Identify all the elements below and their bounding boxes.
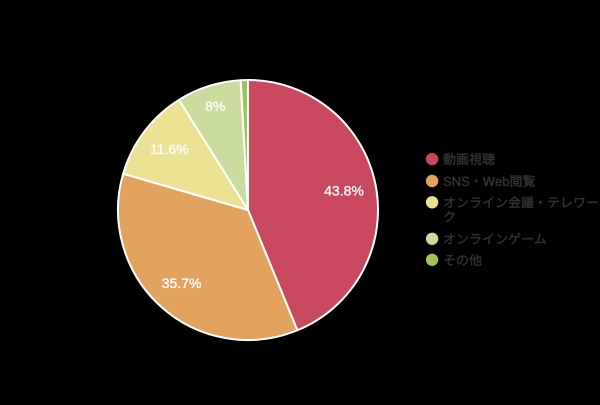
svg-text:8%: 8%	[205, 98, 225, 114]
svg-text:43.8%: 43.8%	[324, 183, 364, 199]
svg-text:35.7%: 35.7%	[162, 275, 202, 291]
svg-text:11.6%: 11.6%	[150, 141, 189, 157]
